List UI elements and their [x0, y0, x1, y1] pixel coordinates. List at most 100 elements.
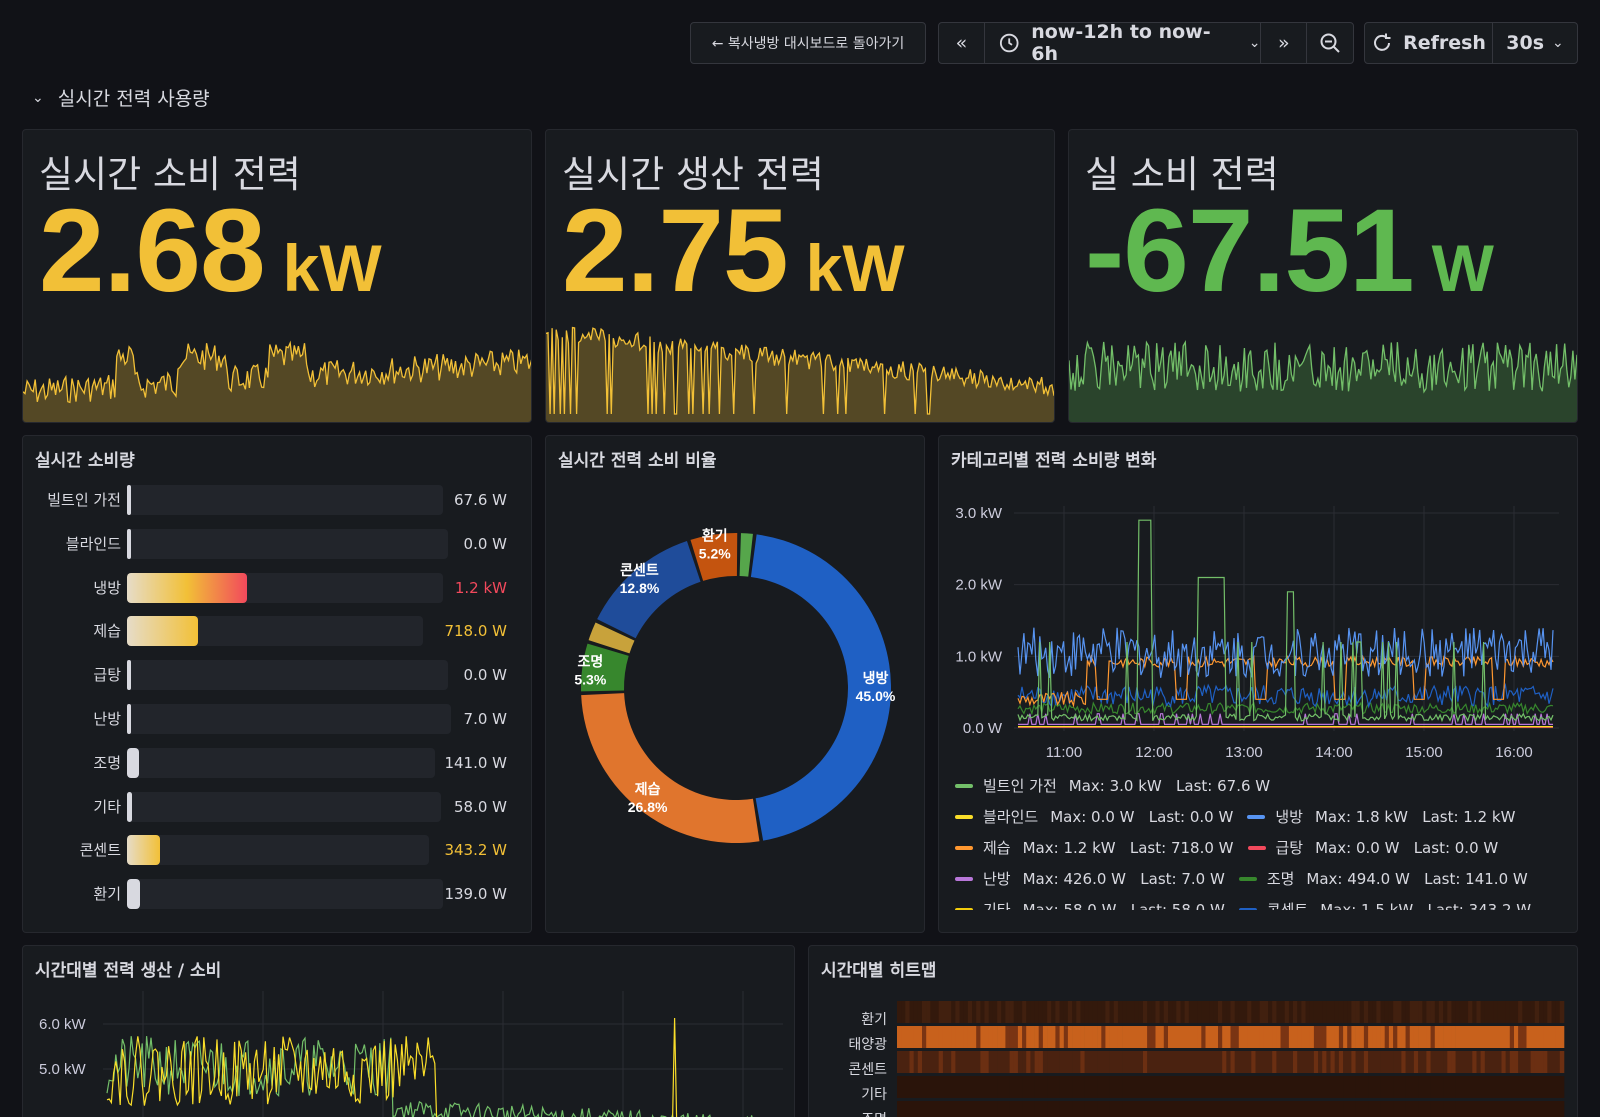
heatmap-cell	[1022, 1051, 1027, 1073]
time-range-picker[interactable]: now-12h to now-6h ⌄	[985, 21, 1262, 65]
legend-item[interactable]: 콘센트 Max: 1.5 kW Last: 343.2 W	[1238, 899, 1531, 910]
heatmap-cell	[1422, 1001, 1427, 1023]
stat-panel-production[interactable]: 실시간 생산 전력 2.75 kW	[545, 129, 1055, 423]
heatmap-cell	[1359, 1001, 1365, 1023]
heatmap-cell	[1484, 1101, 1490, 1117]
heatmap-cell	[1514, 1026, 1519, 1048]
heatmap-cell	[1305, 1026, 1310, 1048]
donut-panel[interactable]: 실시간 전력 소비 비율 냉방 45.0% 제습 26.8% 조명 5.3% 콘센트 12.8…	[545, 435, 925, 933]
heatmap-cell	[1447, 1001, 1452, 1023]
back-to-dashboard-button[interactable]: ← 복사냉방 대시보드로 돌아가기	[690, 22, 926, 64]
legend-name: 급탕	[1275, 839, 1304, 857]
heatmap-cell	[1251, 1101, 1256, 1117]
heatmap-cell	[1318, 1051, 1323, 1073]
heatmap-cell	[897, 1051, 902, 1073]
heatmap-cell	[1030, 1076, 1035, 1098]
legend-item[interactable]: 조명 Max: 494.0 W Last: 141.0 W	[1238, 868, 1528, 889]
heatmap-cell	[1430, 1051, 1436, 1073]
legend-item[interactable]: 제습 Max: 1.2 kW Last: 718.0 W	[955, 837, 1234, 858]
heatmap-cell	[1226, 1051, 1231, 1073]
heatmap-cell	[1143, 1051, 1148, 1073]
heatmap-cell	[1234, 1076, 1240, 1098]
zoom-out-button[interactable]	[1307, 23, 1353, 63]
heatmap-panel[interactable]: 시간대별 히트맵 환기태양광콘센트기타조명	[808, 945, 1578, 1117]
heatmap-cell	[1493, 1076, 1498, 1098]
refresh-button[interactable]: Refresh	[1365, 23, 1493, 63]
heatmap-cell	[963, 1026, 969, 1048]
heatmap-cell	[1134, 1051, 1140, 1073]
heatmap-cell	[1347, 1026, 1352, 1048]
bargauge-panel[interactable]: 실시간 소비량 빌트인 가전 67.6 W 블라인드 0.0 W 냉방 1.2 kW 제습 7…	[22, 435, 532, 933]
legend-item[interactable]: 블라인드 Max: 0.0 W Last: 0.0 W	[955, 806, 1233, 827]
legend-item[interactable]: 난방 Max: 426.0 W Last: 7.0 W	[955, 868, 1225, 889]
stat-panel-consumption[interactable]: 실시간 소비 전력 2.68 kW	[22, 129, 532, 423]
heatmap-cell	[1551, 1001, 1556, 1023]
heatmap-cell	[1159, 1051, 1165, 1073]
legend-item[interactable]: 급탕 Max: 0.0 W Last: 0.0 W	[1247, 837, 1498, 858]
heatmap-cell	[1401, 1051, 1406, 1073]
heatmap-cell	[1222, 1026, 1227, 1048]
bargauge-row: 제습 718.0 W	[23, 614, 531, 648]
heatmap-cell	[1530, 1001, 1536, 1023]
x-tick-label: 13:00	[1225, 744, 1263, 761]
heatmap-cell	[1459, 1001, 1465, 1023]
heatmap-cell	[1022, 1026, 1027, 1048]
timeseries-legend: 빌트인 가전 Max: 3.0 kW Last: 67.6 W 블라인드 Max: 0…	[955, 770, 1567, 910]
heatmap-cell	[1514, 1076, 1519, 1098]
refresh-interval-picker[interactable]: 30s ⌄	[1493, 23, 1577, 63]
shift-back-button[interactable]: «	[939, 23, 985, 63]
series-line	[106, 1017, 678, 1117]
production-panel[interactable]: 시간대별 전력 생산 / 소비 6.0 kW 5.0 kW	[22, 945, 795, 1117]
heatmap-cell	[1434, 1076, 1440, 1098]
heatmap-cell	[1084, 1001, 1090, 1023]
heatmap-cell	[1313, 1076, 1319, 1098]
interval-label: 30s	[1506, 32, 1544, 54]
sparkline-line	[23, 340, 531, 404]
legend-item[interactable]: 빌트인 가전 Max: 3.0 kW Last: 67.6 W	[955, 775, 1270, 796]
heatmap-cell	[1193, 1001, 1198, 1023]
heatmap-cell	[1380, 1076, 1386, 1098]
timeseries-panel[interactable]: 카테고리별 전력 소비량 변화 3.0 kW 2.0 kW 1.0 kW 0.0 W 1…	[938, 435, 1578, 933]
bargauge-label: 빌트인 가전	[47, 491, 121, 509]
heatmap-cell	[1063, 1026, 1069, 1048]
heatmap-cell	[1443, 1001, 1448, 1023]
legend-item[interactable]: 냉방 Max: 1.8 kW Last: 1.2 kW	[1247, 806, 1515, 827]
heatmap-cell	[1297, 1051, 1302, 1073]
heatmap-cell	[1222, 1101, 1227, 1117]
heatmap-cell	[1097, 1051, 1102, 1073]
heatmap-cell	[1197, 1101, 1202, 1117]
heatmap-cell	[1013, 1026, 1019, 1048]
heatmap-cell	[1539, 1051, 1544, 1073]
heatmap-cell	[934, 1076, 939, 1098]
heatmap-cell	[905, 1051, 910, 1073]
legend-stats: Max: 1.2 kW Last: 718.0 W	[1022, 838, 1234, 857]
heatmap-cell	[1522, 1101, 1527, 1117]
shift-forward-button[interactable]: »	[1261, 23, 1308, 63]
heatmap-cell	[1505, 1051, 1511, 1073]
heatmap-cell	[1388, 1076, 1394, 1098]
heatmap-cell	[951, 1101, 956, 1117]
heatmap-cell	[1101, 1076, 1106, 1098]
heatmap-cell	[1293, 1001, 1298, 1023]
bargauge-fill	[127, 572, 248, 603]
heatmap-cell	[951, 1026, 956, 1048]
heatmap-cell	[942, 1026, 948, 1048]
heatmap-cell	[926, 1051, 931, 1073]
heatmap-cell	[1343, 1101, 1348, 1117]
heatmap-cell	[1351, 1101, 1356, 1117]
heatmap-cell	[1363, 1001, 1369, 1023]
stat-panel-net[interactable]: 실 소비 전력 -67.51 W	[1068, 129, 1578, 423]
heatmap-cell	[1409, 1076, 1415, 1098]
heatmap-cell	[1355, 1101, 1361, 1117]
legend-item[interactable]: 기타 Max: 58.0 W Last: 58.0 W	[955, 899, 1225, 910]
heatmap-cell	[1234, 1001, 1240, 1023]
heatmap-cell	[1326, 1051, 1331, 1073]
heatmap-cell	[1013, 1101, 1019, 1117]
heatmap-cell	[1155, 1076, 1160, 1098]
row-header[interactable]: ⌄ 실시간 전력 사용량	[32, 84, 210, 111]
panel-title: 카테고리별 전력 소비량 변화	[951, 451, 1157, 471]
heatmap-cell	[1147, 1101, 1152, 1117]
heatmap-cell	[1080, 1076, 1085, 1098]
heatmap-cell	[1263, 1026, 1269, 1048]
heatmap-cell	[909, 1026, 914, 1048]
